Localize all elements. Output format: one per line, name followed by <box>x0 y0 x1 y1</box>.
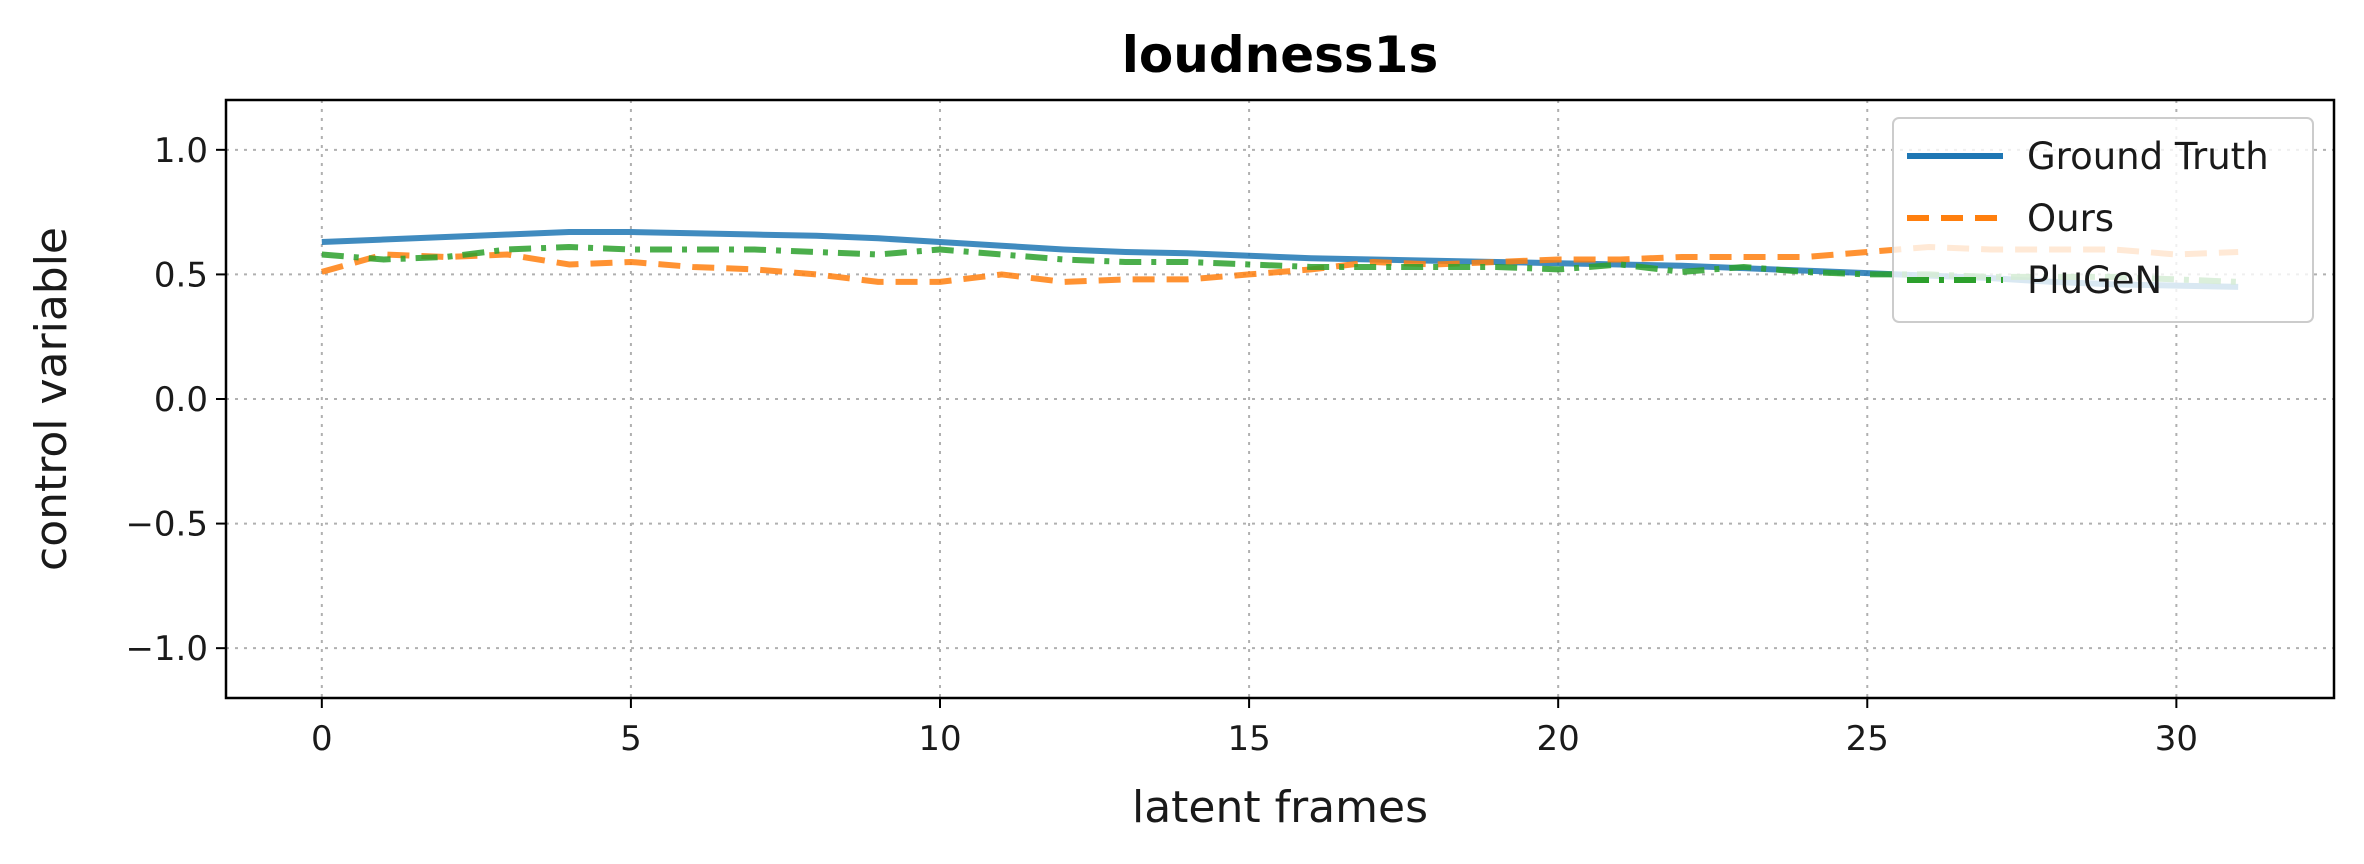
y-tick-label: 0.5 <box>154 255 208 295</box>
chart-title: loudness1s <box>1122 26 1438 84</box>
y-tick-label: −0.5 <box>125 505 208 545</box>
x-axis-label: latent frames <box>1132 782 1428 833</box>
y-tick-label: 1.0 <box>154 131 208 171</box>
legend-box <box>1892 117 2314 323</box>
x-tick-label: 20 <box>1537 719 1580 759</box>
tick-labels: 0 5 10 15 20 25 30 −1.0 −0.5 0.0 0.5 1.0 <box>125 131 2198 759</box>
x-tick-label: 15 <box>1227 719 1270 759</box>
y-axis-label: control variable <box>26 227 77 571</box>
x-tick-label: 10 <box>918 719 961 759</box>
x-tick-label: 0 <box>311 719 333 759</box>
legend-label: Ours <box>2027 197 2114 240</box>
y-tick-label: −1.0 <box>125 629 208 669</box>
x-tick-label: 30 <box>2155 719 2198 759</box>
y-tick-label: 0.0 <box>154 380 208 420</box>
x-tick-label: 25 <box>1846 719 1889 759</box>
legend-label: Ground Truth <box>2027 135 2269 178</box>
legend: Ground Truth Ours PluGeN <box>1892 117 2314 323</box>
legend-label: PluGeN <box>2027 259 2162 302</box>
x-tick-label: 5 <box>620 719 642 759</box>
ticks <box>216 148 2178 708</box>
